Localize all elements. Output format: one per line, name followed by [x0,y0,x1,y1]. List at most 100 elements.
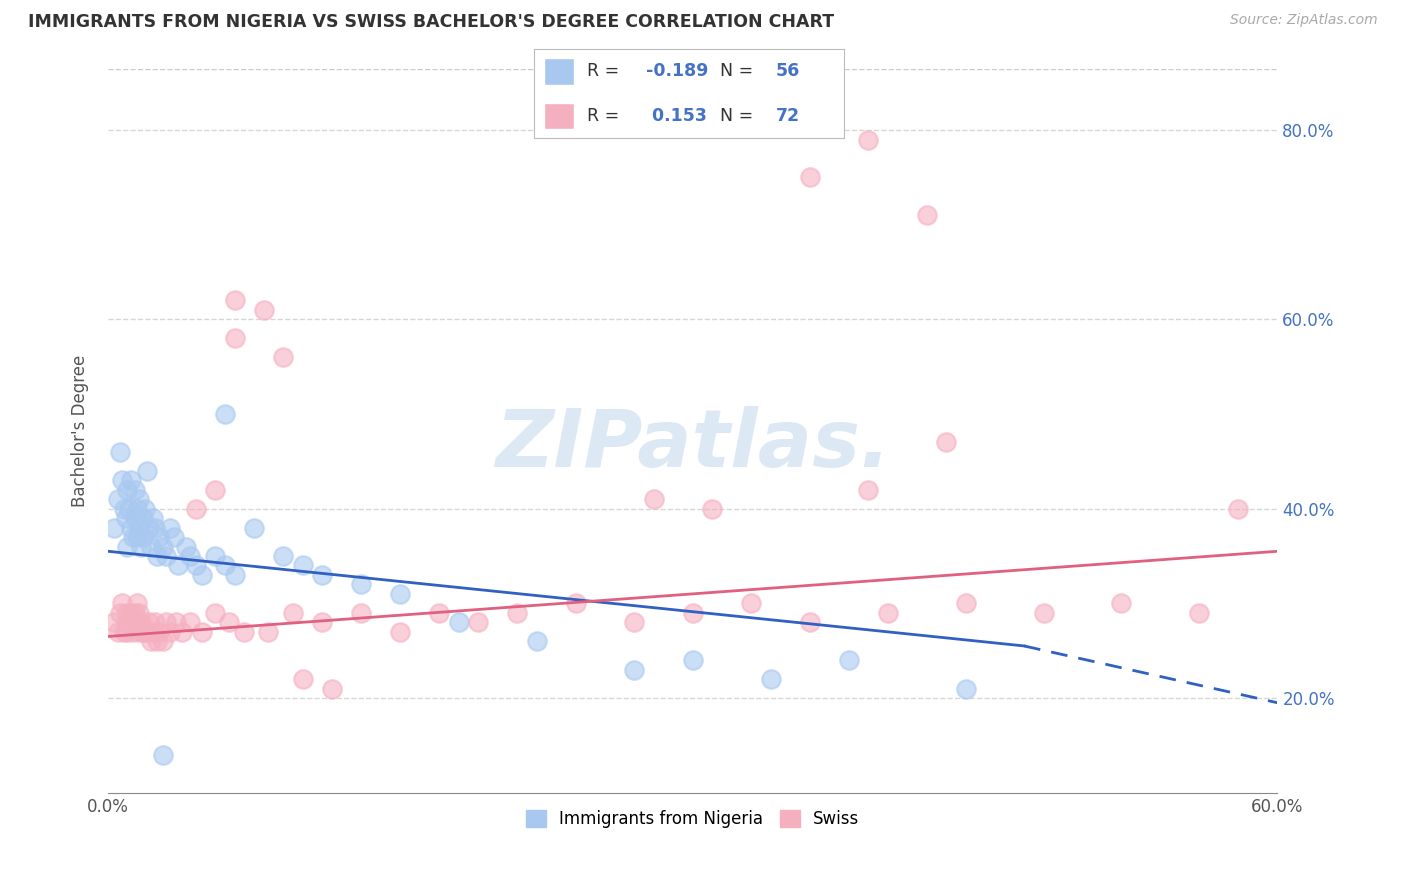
Point [103,615,125,630]
Point [506,606,529,620]
Point [447,615,470,630]
Point [143,520,166,534]
Point [253,302,276,317]
Point [145,549,167,563]
Point [190,624,212,639]
Point [167,558,190,573]
Bar [544,58,575,85]
Text: R =: R = [586,107,624,125]
Point [112,501,135,516]
Point [759,672,782,686]
Point [103,520,125,534]
Point [526,634,548,648]
Point [838,653,860,667]
Point [291,672,314,686]
Text: ZIPatlas.: ZIPatlas. [495,406,890,484]
Point [120,520,142,534]
Point [623,615,645,630]
Point [139,540,162,554]
Point [138,520,160,534]
Point [127,530,149,544]
Point [204,606,226,620]
Point [1111,596,1133,610]
Point [1188,606,1211,620]
Y-axis label: Bachelor's Degree: Bachelor's Degree [72,354,89,507]
Text: -0.189: -0.189 [645,62,709,80]
Bar [544,103,575,129]
Point [120,473,142,487]
Point [114,615,136,630]
Point [682,606,704,620]
Point [107,492,129,507]
Point [389,587,412,601]
Point [134,501,156,516]
Text: N =: N = [720,62,759,80]
Point [108,445,131,459]
Point [163,530,186,544]
Point [117,483,139,497]
Point [155,549,177,563]
Point [129,615,152,630]
Point [214,558,236,573]
Point [138,615,160,630]
Point [179,549,201,563]
Point [427,606,450,620]
Point [856,483,879,497]
Point [114,511,136,525]
Point [165,615,187,630]
Point [467,615,489,630]
Point [134,624,156,639]
Point [148,624,170,639]
Point [915,208,938,222]
Point [152,634,174,648]
Point [117,624,139,639]
Point [139,634,162,648]
Point [273,549,295,563]
Point [124,511,146,525]
Point [321,681,343,696]
Point [124,615,146,630]
Point [224,568,246,582]
Point [564,596,586,610]
Point [350,577,373,591]
Point [132,624,155,639]
Text: R =: R = [586,62,624,80]
Point [132,530,155,544]
Point [856,132,879,146]
Point [155,615,177,630]
Text: 56: 56 [776,62,800,80]
Point [111,596,134,610]
Point [136,624,159,639]
Point [799,615,821,630]
Point [124,483,146,497]
Point [128,606,150,620]
Point [117,606,139,620]
Point [152,540,174,554]
Point [111,473,134,487]
Point [112,624,135,639]
Point [127,501,149,516]
Point [243,520,266,534]
Point [107,624,129,639]
Point [159,520,181,534]
Point [190,568,212,582]
Point [170,624,193,639]
Point [623,663,645,677]
Point [127,615,149,630]
Point [128,624,150,639]
Point [184,558,207,573]
Point [143,615,166,630]
Point [118,615,141,630]
Point [350,606,373,620]
Legend: Immigrants from Nigeria, Swiss: Immigrants from Nigeria, Swiss [519,804,866,835]
Point [682,653,704,667]
Point [127,596,149,610]
Point [799,170,821,185]
Point [955,681,977,696]
Point [174,540,197,554]
Point [224,331,246,345]
Point [955,596,977,610]
Point [159,624,181,639]
Point [233,624,256,639]
Point [124,606,146,620]
